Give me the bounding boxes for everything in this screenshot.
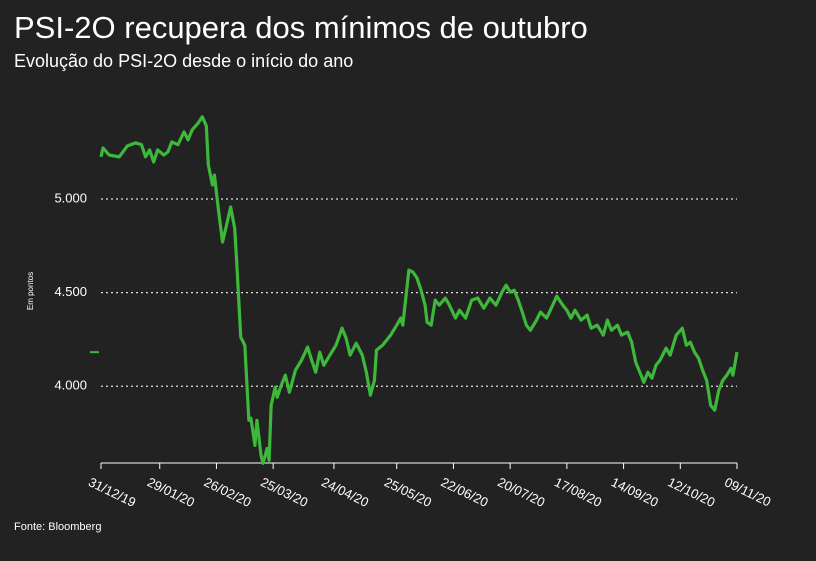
x-tick-label: 26/02/20 [202, 474, 254, 510]
y-tick-label: 4.500 [54, 284, 87, 299]
x-tick-label: 24/04/20 [319, 474, 371, 510]
y-axis-label: Em pontos [26, 272, 35, 310]
x-tick-label: 25/05/20 [382, 474, 434, 510]
source: Fonte: Bloomberg [14, 521, 101, 533]
x-tick-label: 20/07/20 [495, 474, 547, 510]
x-tick-label: 29/01/20 [145, 474, 197, 510]
chart-title: PSI-2O recupera dos mínimos de outubro [14, 10, 588, 45]
x-tick-label: 12/10/20 [665, 474, 717, 510]
x-tick-label: 25/03/20 [258, 474, 310, 510]
chart-subtitle: Evolução do PSI-2O desde o início do ano [14, 51, 353, 71]
x-tick-label: 09/11/20 [722, 474, 773, 509]
series-line [99, 115, 739, 465]
x-tick-label: 14/09/20 [609, 474, 661, 510]
y-tick-label: 5.000 [54, 190, 87, 205]
x-tick-label: 31/12/19 [86, 474, 138, 510]
x-tick-label: 17/08/20 [552, 474, 604, 510]
x-tick-label: 22/06/20 [439, 474, 491, 510]
y-tick-label: 4.000 [54, 378, 87, 393]
